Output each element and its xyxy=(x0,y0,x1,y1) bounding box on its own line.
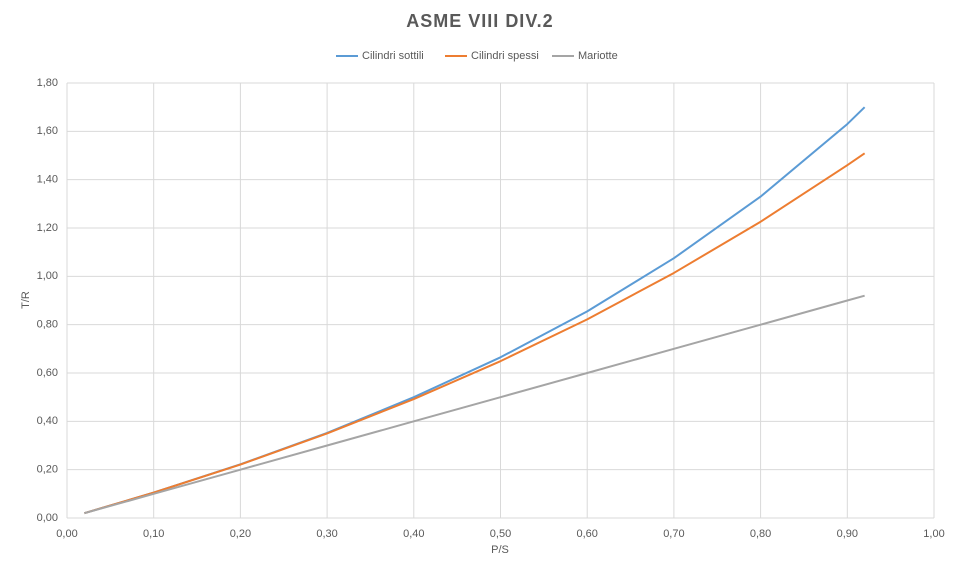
legend-label: Cilindri spessi xyxy=(471,50,539,62)
series-line xyxy=(84,152,866,515)
x-tick-label: 0,60 xyxy=(576,528,597,540)
y-tick-label: 0,00 xyxy=(37,512,58,524)
x-axis-label: P/S xyxy=(491,544,509,556)
x-tick-label: 0,40 xyxy=(403,528,424,540)
legend-label: Cilindri sottili xyxy=(362,50,424,62)
x-tick-label: 0,70 xyxy=(663,528,684,540)
x-tick-label: 0,30 xyxy=(316,528,337,540)
x-tick-label: 0,00 xyxy=(56,528,77,540)
y-tick-label: 1,80 xyxy=(37,77,58,89)
x-tick-label: 0,50 xyxy=(490,528,511,540)
x-tick-label: 1,00 xyxy=(923,528,944,540)
y-tick-label: 1,20 xyxy=(37,222,58,234)
x-tick-label: 0,80 xyxy=(750,528,771,540)
series-line xyxy=(84,294,865,515)
y-tick-label: 0,20 xyxy=(37,464,58,476)
y-tick-label: 1,40 xyxy=(37,174,58,186)
x-tick-label: 0,20 xyxy=(230,528,251,540)
x-tick-label: 0,90 xyxy=(837,528,858,540)
y-tick-label: 1,00 xyxy=(37,270,58,282)
chart-title: ASME VIII DIV.2 xyxy=(406,11,553,31)
legend-label: Mariotte xyxy=(578,50,618,62)
y-axis-label: T/R xyxy=(20,291,32,309)
y-tick-label: 0,80 xyxy=(37,319,58,331)
y-tick-label: 0,40 xyxy=(37,415,58,427)
y-tick-label: 0,60 xyxy=(37,367,58,379)
x-tick-label: 0,10 xyxy=(143,528,164,540)
y-tick-label: 1,60 xyxy=(37,125,58,137)
